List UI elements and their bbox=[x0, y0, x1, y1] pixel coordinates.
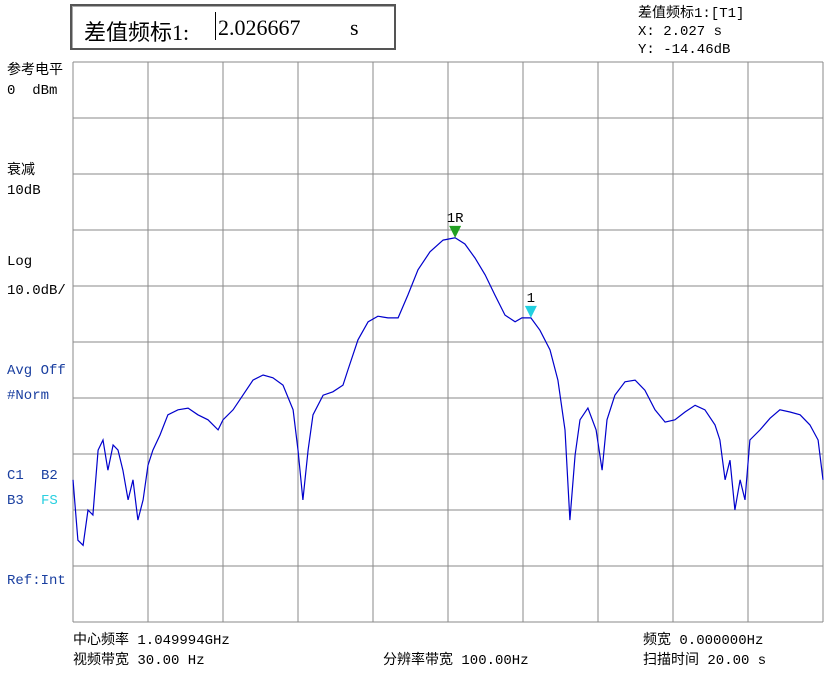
cursor bbox=[215, 12, 216, 40]
readout-title: 差值频标1:[T1] bbox=[638, 6, 745, 22]
span: 频宽 0.000000Hz bbox=[643, 633, 764, 649]
header-label: 差值频标1: bbox=[84, 20, 190, 45]
c1: C1 bbox=[7, 468, 24, 484]
avg: Avg Off bbox=[7, 363, 66, 379]
marker-label: 1R bbox=[447, 211, 464, 227]
norm: #Norm bbox=[7, 388, 50, 404]
atten-label: 衰减 bbox=[7, 163, 35, 179]
header-value: 2.026667 bbox=[218, 15, 301, 40]
fs: FS bbox=[41, 493, 58, 509]
readout-y: Y: -14.46dB bbox=[638, 42, 731, 58]
trace bbox=[72, 237, 824, 547]
scale: 10.0dB/ bbox=[7, 283, 66, 299]
atten: 10dB bbox=[7, 183, 41, 199]
scale-type: Log bbox=[7, 254, 33, 270]
b2: B2 bbox=[41, 468, 58, 484]
ref: Ref:Int bbox=[7, 573, 66, 589]
marker bbox=[449, 225, 462, 238]
ref-level-label: 参考电平 bbox=[7, 63, 63, 79]
header-box: 差值频标1: 2.026667 s bbox=[70, 4, 396, 50]
vbw: 视频带宽 30.00 Hz bbox=[73, 653, 205, 669]
b3: B3 bbox=[7, 493, 24, 509]
readout-x: X: 2.027 s bbox=[638, 24, 723, 40]
marker bbox=[524, 305, 537, 318]
header-unit: s bbox=[350, 15, 359, 40]
ref-level: 0 dBm bbox=[7, 83, 58, 99]
sweep: 扫描时间 20.00 s bbox=[643, 653, 767, 669]
rbw: 分辨率带宽 100.00Hz bbox=[383, 653, 529, 669]
center-freq: 中心频率 1.049994GHz bbox=[73, 633, 230, 649]
marker-label: 1 bbox=[527, 291, 535, 307]
